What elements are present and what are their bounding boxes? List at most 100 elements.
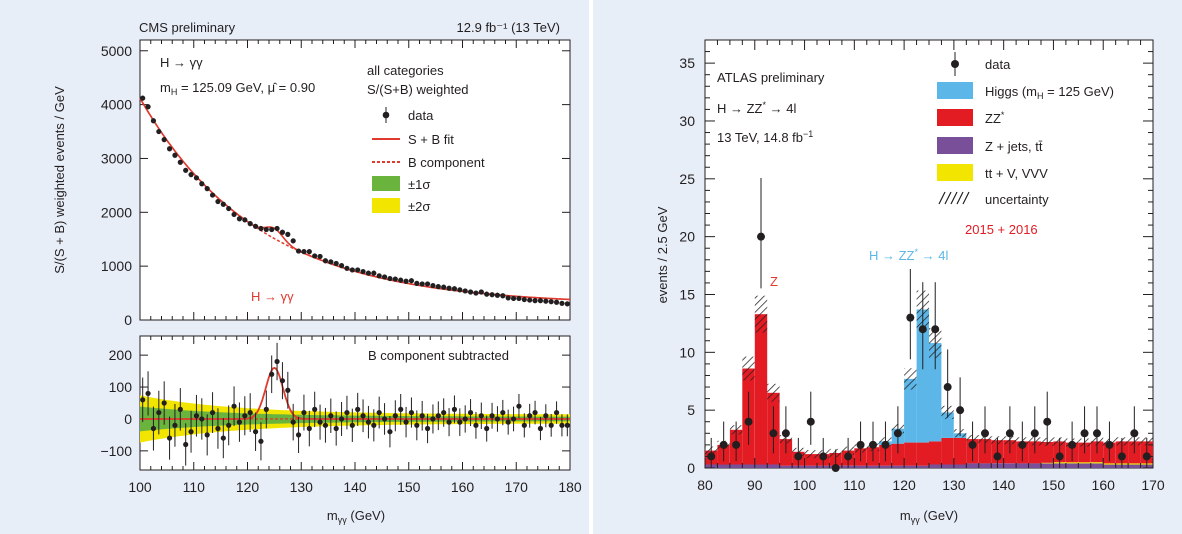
cms-upper-point — [236, 216, 243, 222]
cms-upper-point — [290, 238, 296, 244]
atlas-higgs-bar — [929, 343, 942, 442]
cms-lower-plot-area — [139, 335, 571, 471]
cms-xtick-label: 130 — [290, 479, 314, 495]
atlas-chart: 0 5 10 15 20 25 30 35 80 90 100 110 120 130 140 150 160 1… — [655, 39, 1165, 525]
cms-lower-ytick-label: 200 — [109, 347, 133, 363]
atlas-data-point — [1117, 452, 1126, 461]
cms-lower-point — [145, 390, 151, 397]
cms-upper-ytick-label: 0 — [124, 312, 132, 328]
cms-upper-point — [467, 289, 474, 295]
cms-lower-point — [188, 429, 194, 435]
cms-lower-point — [500, 409, 506, 416]
cms-lower-point — [441, 409, 447, 416]
atlas-lumi-label: 13 TeV, 14.8 fb−1 — [717, 129, 813, 145]
cms-lower-point — [392, 413, 398, 419]
cms-upper-point — [414, 280, 420, 286]
cms-upper-point — [156, 128, 162, 135]
cms-lower-point — [242, 413, 248, 419]
cms-lower-point — [355, 406, 361, 412]
cms-lower-point — [473, 422, 479, 428]
atlas-zz-bar — [953, 437, 967, 465]
atlas-zjets-bar — [941, 464, 954, 468]
atlas-data-point — [1068, 440, 1077, 449]
cms-upper-point — [279, 229, 286, 235]
atlas-zjets-bar — [953, 464, 967, 468]
atlas-uncertainty-hatch — [754, 295, 768, 333]
cms-lower-point — [462, 416, 468, 422]
cms-peak-label: H → γγ — [251, 289, 294, 304]
atlas-xtick-label: 110 — [843, 477, 866, 493]
atlas-zjets-bar — [1090, 463, 1104, 468]
cms-upper-point — [424, 281, 431, 287]
cms-upper-point — [462, 288, 468, 294]
cms-upper-point — [328, 259, 334, 265]
atlas-data-point — [993, 452, 1002, 461]
cms-upper-point — [215, 198, 221, 205]
cms-upper-point — [338, 263, 345, 269]
atlas-data-point — [794, 452, 803, 461]
atlas-xtick-label: 80 — [697, 477, 713, 493]
atlas-xtick-label: 160 — [1092, 477, 1116, 493]
atlas-legend-higgs-label: Higgs (mH = 125 GeV) — [985, 84, 1114, 101]
cms-panel: CMS preliminary 12.9 fb⁻¹ (13 TeV) 0 1000… — [0, 0, 589, 534]
atlas-legend-uncertainty-icon — [938, 191, 970, 205]
atlas-xtick-label: 100 — [793, 477, 817, 493]
atlas-data-point — [757, 232, 765, 241]
atlas-data-point — [1055, 452, 1064, 461]
cms-lower-point — [365, 419, 372, 425]
cms-upper-point — [371, 270, 377, 276]
cms-upper-point — [510, 295, 517, 302]
cms-lower-point — [231, 403, 237, 409]
atlas-data-point — [1018, 440, 1027, 449]
atlas-xtick-label: 90 — [747, 477, 763, 493]
cms-lower-point — [338, 416, 345, 422]
cms-xlabel: mγγ (GeV) — [327, 508, 385, 525]
cms-upper-point — [269, 226, 275, 233]
atlas-ttv-bar — [1065, 462, 1079, 464]
atlas-data-point — [881, 440, 890, 449]
cms-lower-point — [484, 425, 490, 432]
cms-xtick-label: 150 — [397, 479, 421, 495]
atlas-zjets-bar — [804, 465, 817, 468]
atlas-header: ATLAS preliminary — [717, 70, 825, 85]
cms-upper-ytick-label: 1000 — [101, 258, 132, 274]
atlas-h-label: H → ZZ* → 4l — [869, 247, 948, 263]
atlas-data-point — [1142, 452, 1151, 461]
cms-lower-point — [306, 425, 312, 432]
cms-upper-point — [446, 285, 452, 291]
cms-upper-point — [419, 281, 425, 287]
cms-lower-point — [322, 422, 329, 428]
cms-upper-point — [301, 249, 307, 255]
cms-lower-ytick-label: −100 — [100, 443, 132, 459]
cms-upper-point — [430, 282, 436, 289]
atlas-xtick-label: 140 — [992, 477, 1016, 493]
atlas-higgs-bar — [916, 309, 929, 443]
cms-upper-point — [398, 277, 404, 283]
atlas-data-point — [781, 429, 790, 438]
cms-lower-point — [387, 429, 393, 435]
cms-upper-point — [435, 284, 441, 290]
cms-xtick-label: 160 — [451, 479, 475, 495]
cms-header-right: 12.9 fb⁻¹ (13 TeV) — [457, 20, 560, 35]
cms-lower-point — [381, 416, 388, 422]
cms-lower-point — [177, 406, 183, 412]
cms-lower-point — [226, 422, 232, 428]
cms-upper-point — [457, 287, 463, 293]
atlas-data-point — [856, 440, 865, 449]
cms-upper-point — [220, 201, 226, 207]
cms-upper-point — [274, 225, 280, 232]
cms-lower-point — [360, 413, 366, 419]
cms-lower-point — [172, 422, 178, 428]
atlas-legend: data Higgs (mH = 125 GeV) ZZ* Z + jets, … — [937, 52, 1114, 207]
cms-lower-point — [236, 419, 243, 425]
cms-upper-axes: 0 1000 2000 3000 4000 5000 — [101, 40, 571, 328]
atlas-zjets-bar — [916, 465, 929, 468]
atlas-zjets-bar — [966, 463, 979, 468]
cms-header-left: CMS preliminary — [139, 20, 236, 35]
cms-upper-point — [451, 286, 458, 292]
atlas-legend-data-label: data — [985, 57, 1011, 72]
cms-lower-point — [349, 422, 355, 428]
atlas-zjets-bar — [904, 465, 917, 468]
cms-lower-point — [285, 387, 291, 393]
cms-upper-point — [140, 95, 146, 101]
